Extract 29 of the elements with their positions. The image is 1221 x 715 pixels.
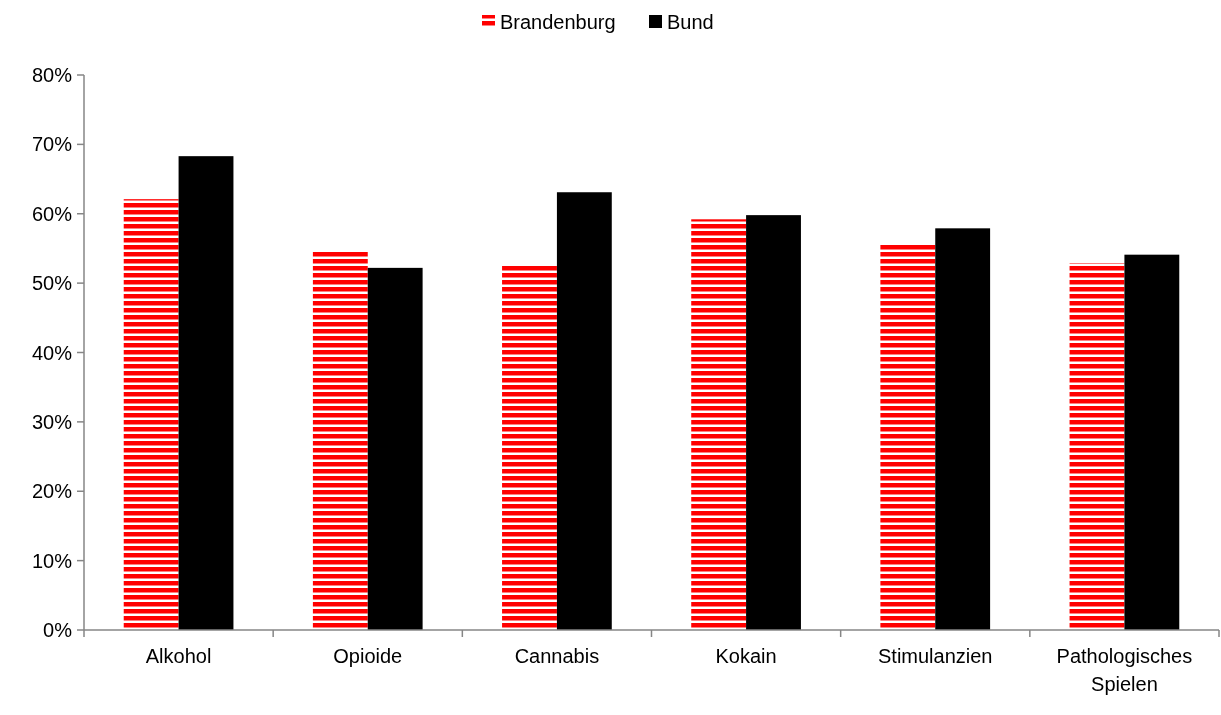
bar (1069, 263, 1125, 630)
y-tick-label: 70% (31, 133, 73, 156)
bar (312, 251, 368, 630)
y-tick-label: 20% (31, 480, 73, 503)
y-tick-label: 40% (31, 341, 73, 364)
legend-label: Brandenburg (500, 11, 616, 33)
bar (746, 215, 801, 630)
y-tick-label: 60% (31, 202, 73, 225)
x-tick-label: Kokain (715, 645, 777, 667)
bar (691, 219, 747, 630)
bar (367, 267, 423, 630)
bar (178, 156, 234, 630)
y-tick-label: 0% (43, 619, 73, 641)
bar (880, 244, 936, 630)
bar (1124, 254, 1180, 630)
x-tick-label: Cannabis (514, 645, 600, 667)
bar (556, 192, 612, 630)
y-tick-label: 80% (31, 64, 73, 86)
bar (935, 228, 991, 630)
bar (123, 199, 179, 630)
x-tick-label: Pathologisches Spielen (1056, 645, 1193, 695)
x-tick-label: Opioide (333, 645, 403, 667)
x-tick-label: Alkohol (145, 645, 212, 667)
y-tick-label: 30% (31, 410, 73, 433)
bar (502, 265, 557, 630)
legend-label: Bund (667, 11, 714, 33)
y-tick-label: 50% (31, 272, 73, 295)
y-tick-label: 10% (31, 549, 73, 572)
x-tick-label: Stimulanzien (877, 645, 993, 667)
